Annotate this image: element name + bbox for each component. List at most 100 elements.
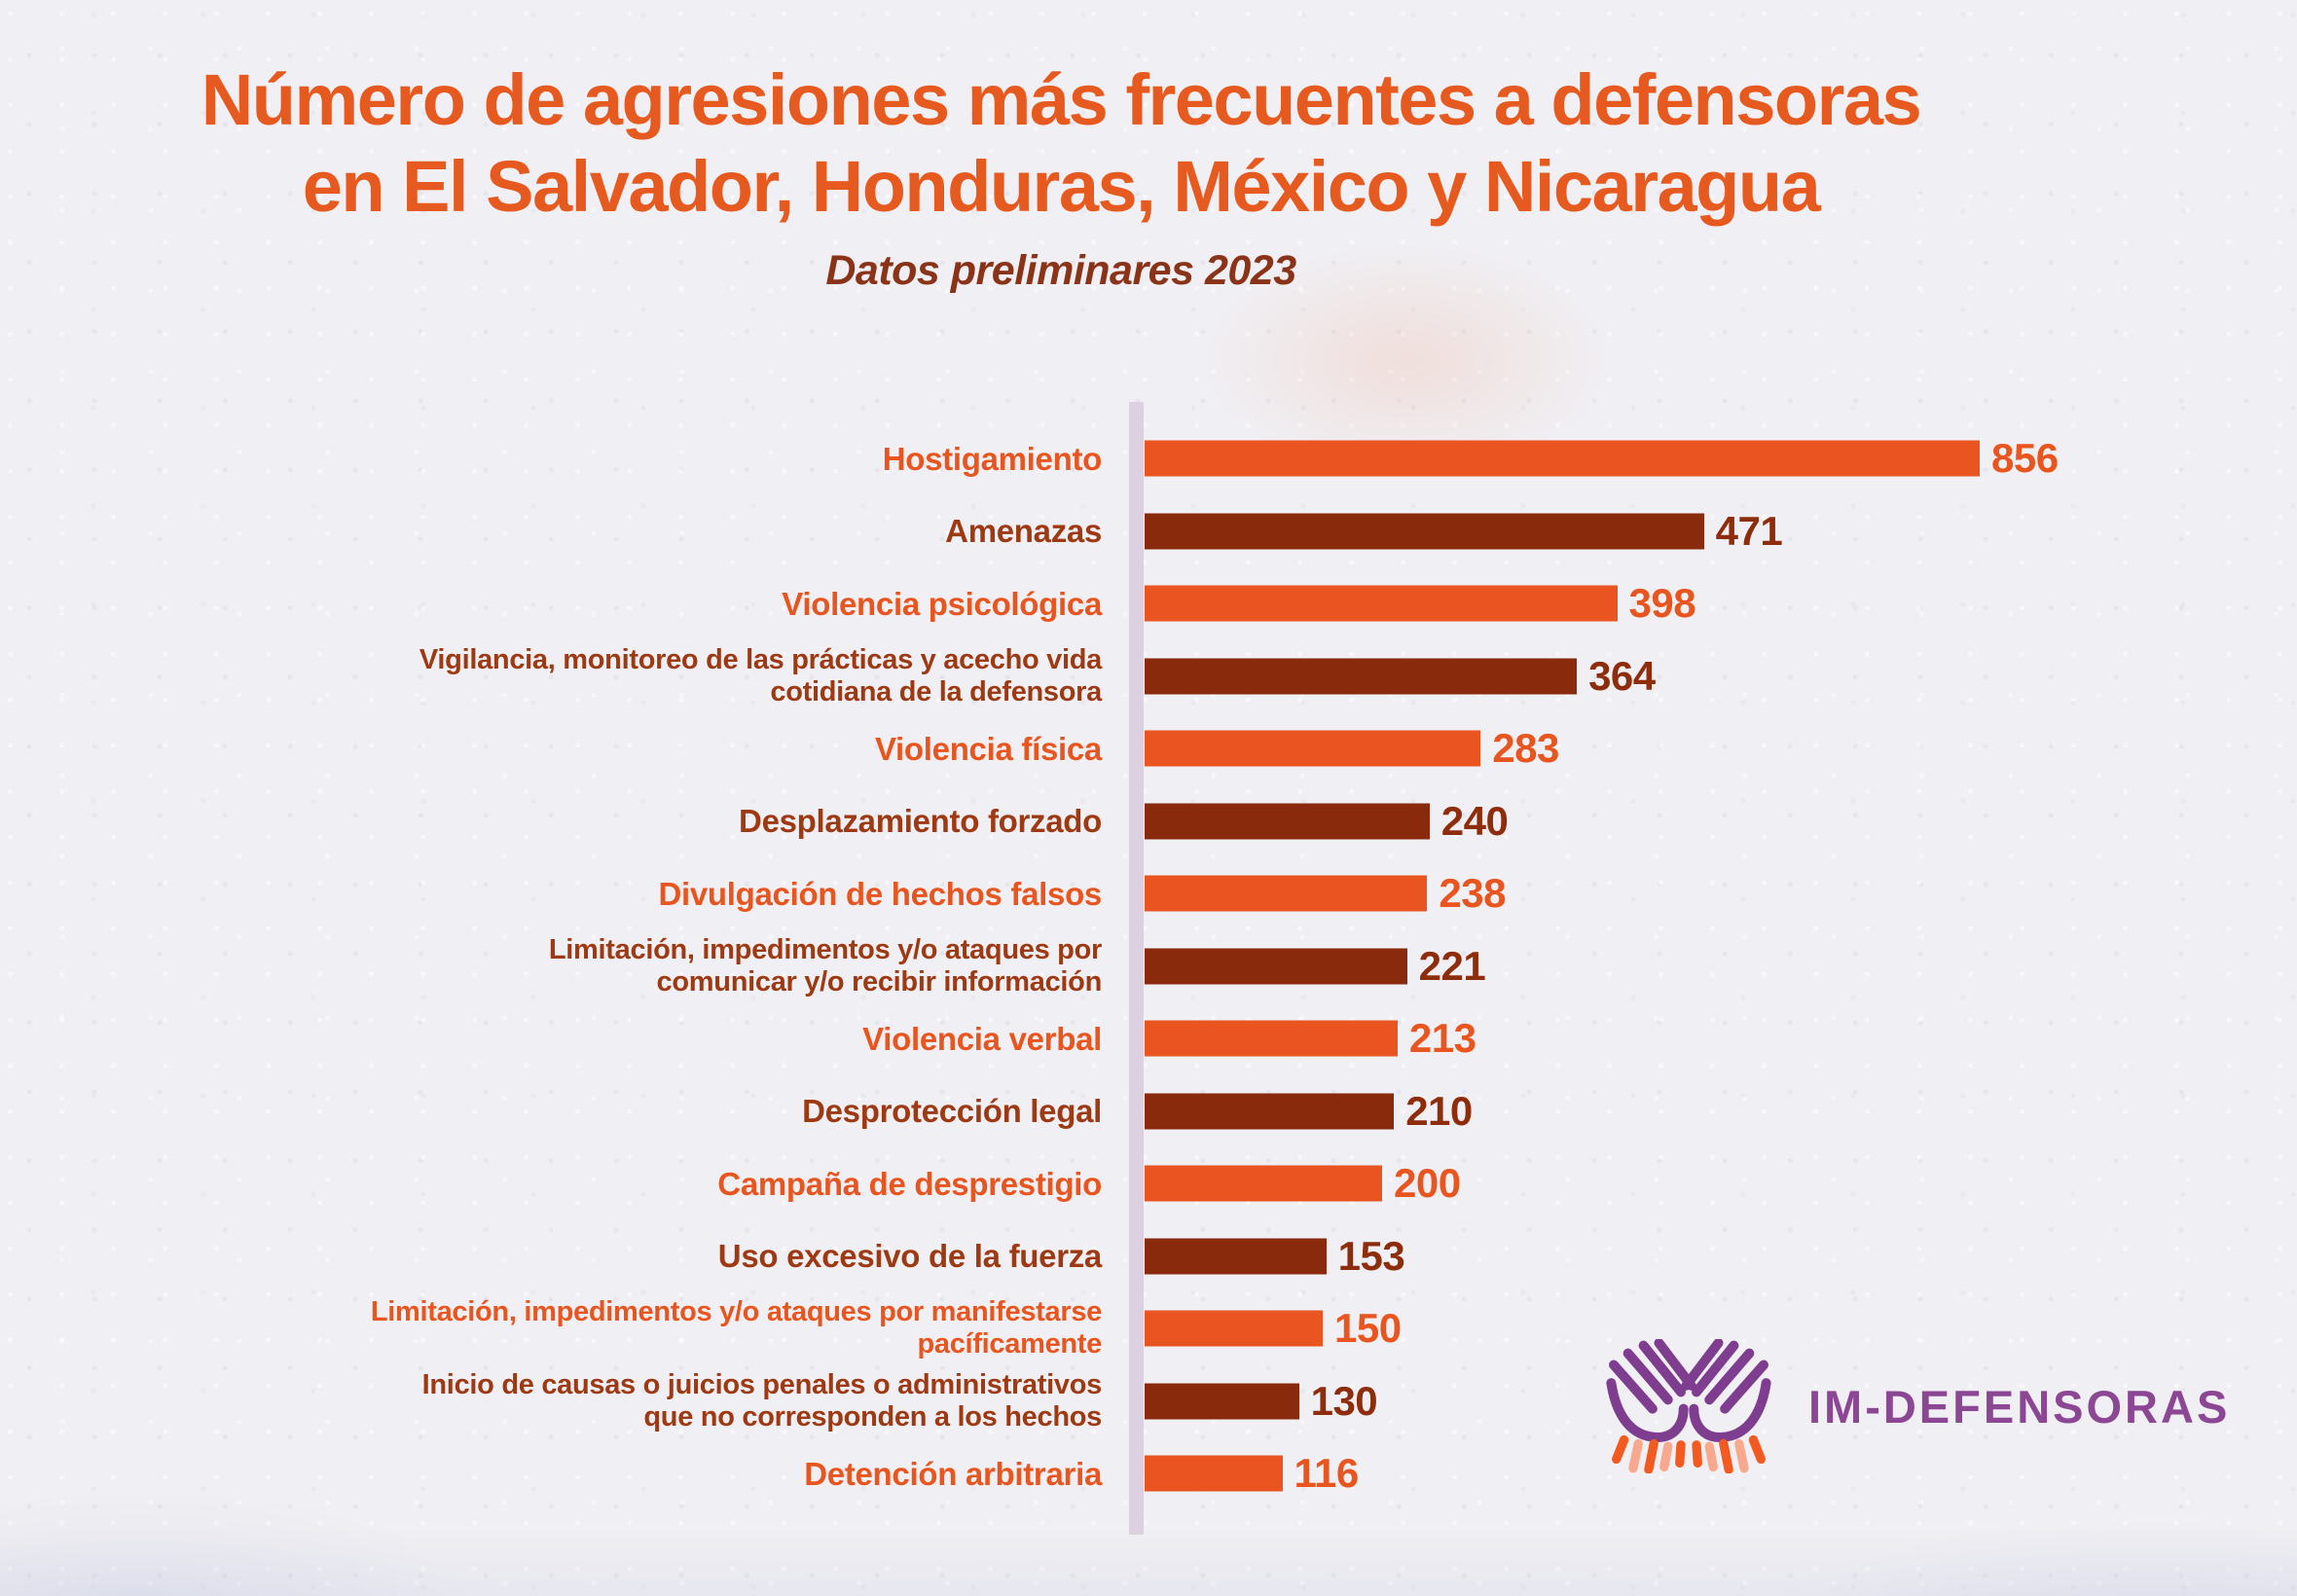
- bar-label: Limitación, impedimentos y/o ataques por…: [371, 1296, 1102, 1360]
- bar-label-box: Divulgación de hechos falsos: [58, 857, 1102, 930]
- bar-label-line: Violencia verbal: [862, 1020, 1102, 1057]
- bar-label: Amenazas: [945, 513, 1102, 549]
- bar-label: Campaña de desprestigio: [717, 1166, 1102, 1202]
- bar: [1145, 513, 1704, 550]
- bar: [1145, 1310, 1323, 1347]
- chart-row: Campaña de desprestigio 200: [0, 1147, 2297, 1220]
- chart-row: Amenazas 471: [0, 495, 2297, 568]
- logo-text: IM-DEFENSORAS: [1808, 1380, 2231, 1433]
- bar-label-box: Violencia física: [58, 712, 1102, 785]
- bar: [1145, 1020, 1398, 1057]
- bar-label-line: Violencia física: [874, 730, 1102, 767]
- bar: [1145, 803, 1430, 840]
- chart-row: Violencia verbal 213: [0, 1002, 2297, 1075]
- bar-value: 856: [1991, 435, 2059, 482]
- bar-value: 210: [1405, 1087, 1473, 1134]
- bar-label: Violencia verbal: [862, 1021, 1102, 1057]
- bar-value: 116: [1294, 1450, 1360, 1497]
- bar-label: Desprotección legal: [802, 1093, 1102, 1129]
- bar: [1145, 1238, 1327, 1275]
- im-defensoras-logo: IM-DEFENSORAS: [1606, 1339, 2230, 1473]
- hands-with-rays-icon: [1606, 1339, 1771, 1473]
- bar: [1145, 658, 1578, 695]
- bar: [1145, 1383, 1299, 1420]
- bar-label-box: Amenazas: [58, 495, 1102, 568]
- bar: [1145, 1165, 1382, 1202]
- chart-rows: Hostigamiento 856 Amenazas 471 Violencia psi…: [0, 422, 2297, 1510]
- bar-label-box: Inicio de causas o juicios penales o adm…: [58, 1365, 1103, 1438]
- chart-row: Violencia física 283: [0, 712, 2297, 785]
- bar-label: Hostigamiento: [882, 440, 1103, 477]
- bar-label-line: Limitación, impedimentos y/o ataques por…: [370, 1296, 1102, 1328]
- bar-value: 240: [1440, 797, 1509, 844]
- bar: [1145, 730, 1481, 767]
- left-hand: [1606, 1339, 1696, 1442]
- bar-label-line: comunicar y/o recibir información: [656, 965, 1103, 998]
- bar-label: Detención arbitraria: [804, 1456, 1102, 1492]
- chart-row: Inicio de causas o juicios penales o adm…: [0, 1365, 2297, 1438]
- rays: [1612, 1434, 1766, 1473]
- bar: [1145, 875, 1428, 912]
- bar-label-line: pacíficamente: [917, 1328, 1102, 1360]
- chart-row: Violencia psicológica 398: [0, 567, 2297, 640]
- bar-value: 213: [1408, 1015, 1477, 1062]
- chart-title-line1: Número de agresiones más frecuentes a de…: [201, 59, 1922, 140]
- bar-label-line: Uso excesivo de la fuerza: [717, 1238, 1103, 1275]
- bar-value: 283: [1492, 725, 1559, 772]
- bar-label-box: Violencia psicológica: [58, 567, 1102, 640]
- bar-label-line: Violencia psicológica: [782, 585, 1102, 622]
- bar-label: Limitación, impedimentos y/o ataques por…: [549, 934, 1102, 998]
- chart-title: Número de agresiones más frecuentes a de…: [0, 56, 2122, 230]
- bar-label-line: cotidiana de la defensora: [770, 675, 1102, 707]
- bar-label-line: Hostigamiento: [882, 440, 1103, 477]
- bar-label-line: Limitación, impedimentos y/o ataques por: [548, 933, 1102, 965]
- bar: [1145, 440, 1980, 477]
- bar-label-box: Hostigamiento: [58, 422, 1103, 495]
- bar-label: Violencia física: [875, 731, 1102, 767]
- bar-value: 200: [1394, 1160, 1461, 1207]
- chart-row: Divulgación de hechos falsos 238: [0, 857, 2297, 930]
- bar-label-box: Detención arbitraria: [58, 1437, 1102, 1510]
- chart-row: Limitación, impedimentos y/o ataques por…: [0, 1292, 2297, 1365]
- bar-value: 221: [1418, 942, 1486, 989]
- bar-value: 364: [1588, 652, 1656, 699]
- bar-label-box: Vigilancia, monitoreo de las prácticas y…: [58, 640, 1102, 713]
- bar-value: 153: [1337, 1232, 1405, 1279]
- chart-axis-line: [1129, 402, 1144, 1535]
- bar: [1145, 948, 1407, 985]
- chart-row: Detención arbitraria 116: [0, 1437, 2297, 1510]
- bar-label-line: Amenazas: [945, 513, 1102, 550]
- bar-value: 150: [1334, 1305, 1402, 1352]
- bar-label-box: Uso excesivo de la fuerza: [58, 1220, 1103, 1293]
- chart-row: Uso excesivo de la fuerza 153: [0, 1220, 2297, 1293]
- bar-label: Vigilancia, monitoreo de las prácticas y…: [419, 644, 1102, 708]
- bar-label-box: Limitación, impedimentos y/o ataques por…: [58, 930, 1102, 1003]
- chart-row: Hostigamiento 856: [0, 422, 2297, 495]
- chart-row: Desprotección legal 210: [0, 1075, 2297, 1148]
- bar-label-line: Desprotección legal: [802, 1093, 1102, 1130]
- bar-label: Inicio de causas o juicios penales o adm…: [421, 1368, 1103, 1433]
- bar: [1145, 585, 1618, 622]
- chart-row: Desplazamiento forzado 240: [0, 785, 2297, 858]
- bar-label-line: Vigilancia, monitoreo de las prácticas y…: [419, 643, 1102, 675]
- bar-label: Violencia psicológica: [782, 586, 1102, 622]
- bar-label-box: Campaña de desprestigio: [58, 1147, 1102, 1220]
- bar: [1145, 1455, 1283, 1492]
- bar-label: Divulgación de hechos falsos: [658, 876, 1102, 912]
- bar-label-line: Detención arbitraria: [804, 1455, 1102, 1492]
- bar-label-line: Inicio de causas o juicios penales o adm…: [421, 1368, 1103, 1400]
- chart-subtitle: Datos preliminares 2023: [825, 247, 1296, 294]
- bar-label-line: que no corresponden a los hechos: [643, 1400, 1102, 1433]
- chart-title-line2: en El Salvador, Honduras, México y Nicar…: [302, 146, 1821, 227]
- bar-label: Desplazamiento forzado: [739, 803, 1102, 839]
- bar-label-box: Desplazamiento forzado: [58, 785, 1102, 858]
- bar-label: Uso excesivo de la fuerza: [717, 1238, 1103, 1275]
- bar: [1145, 1093, 1395, 1130]
- chart-row: Limitación, impedimentos y/o ataques por…: [0, 930, 2297, 1003]
- bar-label-line: Campaña de desprestigio: [717, 1165, 1102, 1202]
- bar-label-box: Desprotección legal: [58, 1075, 1102, 1148]
- bar-value: 471: [1715, 507, 1783, 554]
- right-hand: [1681, 1339, 1771, 1442]
